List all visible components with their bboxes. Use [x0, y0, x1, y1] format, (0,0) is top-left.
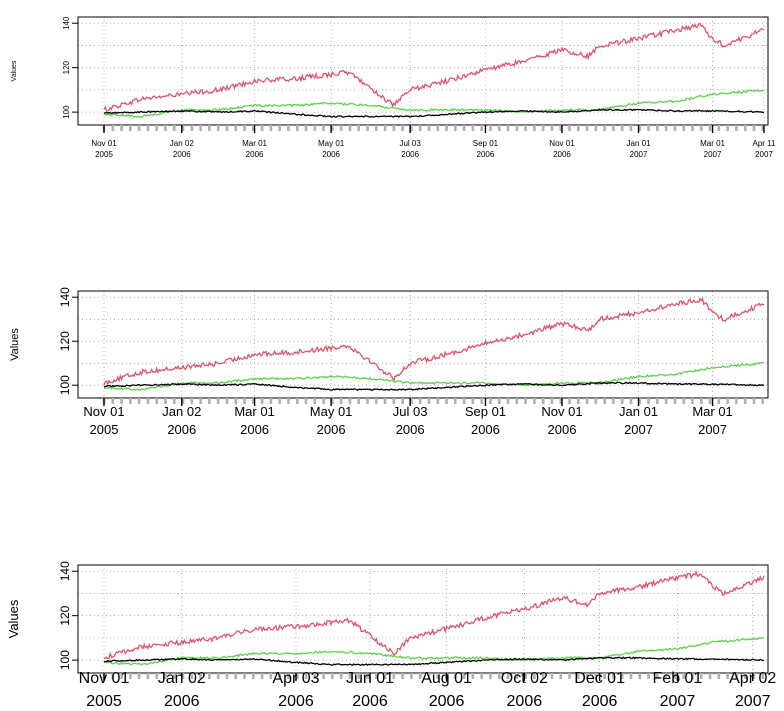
y-tick-label: 140: [58, 287, 72, 307]
x-tick-label-top: Jan 01: [619, 404, 658, 419]
x-tick-label-top: Dec 01: [574, 670, 625, 687]
series-line-3: [103, 108, 765, 118]
x-tick-label-bottom: 2005: [90, 422, 119, 437]
x-tick-label-top: Nov 01: [541, 404, 582, 419]
x-tick-label-bottom: 2005: [86, 693, 122, 710]
x-tick-label-top: Sep 01: [473, 139, 499, 148]
y-axis-label: Values: [9, 328, 21, 361]
series-line-1: [103, 297, 765, 386]
y-tick-label: 100: [58, 650, 72, 670]
x-tick-label-top: May 01: [310, 404, 353, 419]
x-tick-label-top: Mar 01: [692, 404, 732, 419]
series-line-3: [103, 381, 765, 392]
x-tick-label-bottom: 2006: [429, 693, 465, 710]
x-tick-label-bottom: 2006: [278, 693, 314, 710]
series-line-2: [103, 636, 765, 666]
x-tick-label-bottom: 2006: [548, 422, 577, 437]
x-tick-label-top: Jan 02: [162, 404, 201, 419]
x-tick-label-top: Jul 03: [399, 139, 421, 148]
plot-frame: [77, 16, 769, 126]
y-tick-label: 120: [58, 331, 72, 351]
plot-frame: [77, 564, 769, 674]
grid: [78, 565, 768, 673]
x-tick-label-bottom: 2007: [755, 150, 773, 159]
x-tick-label-top: Jul 03: [393, 404, 428, 419]
x-tick-label-bottom: 2007: [624, 422, 653, 437]
x-tick-label-top: Mar 01: [234, 404, 274, 419]
grid: [78, 291, 768, 398]
x-axis: Nov 01 2005 Jan 02 2006 Mar 01 2006 May 01 2006…: [83, 398, 765, 437]
x-tick-label-top: Nov 01: [91, 139, 117, 148]
x-tick-label-bottom: 2007: [704, 150, 722, 159]
x-tick-label-top: Jun 01: [346, 670, 394, 687]
chart-panel-2: 100 120 140 Values Nov 01 2005 Jan 02 2006 Mar 0…: [9, 287, 769, 437]
x-tick-label-bottom: 2006: [401, 150, 419, 159]
series-line-1: [103, 570, 765, 660]
chart-panel-1: 100 120 140 Values Nov 01 2005 Jan 02 2006 Mar 0…: [11, 16, 776, 159]
series-line-2: [103, 361, 765, 392]
y-tick-label: 140: [62, 16, 71, 30]
x-tick-label-bottom: 2006: [553, 150, 571, 159]
x-tick-label-top: Feb 01: [653, 670, 703, 687]
y-axis: 100 120 140: [62, 16, 78, 119]
series-line-3: [103, 656, 765, 667]
x-tick-label-bottom: 2006: [164, 693, 200, 710]
y-axis: 100 120 140: [58, 561, 78, 670]
x-tick-label-top: Sep 01: [465, 404, 506, 419]
x-tick-label-top: Mar 01: [700, 139, 725, 148]
y-tick-label: 120: [58, 605, 72, 625]
x-tick-label-top: Jan 02: [158, 670, 206, 687]
y-axis: 100 120 140: [58, 287, 78, 395]
x-axis: Nov 01 2005 Jan 02 2006 Mar 01 2006 May 01 2006…: [91, 125, 776, 159]
series-line-1: [103, 22, 765, 113]
x-tick-label-bottom: 2007: [660, 693, 696, 710]
grid: [78, 17, 768, 125]
x-tick-label-bottom: 2006: [173, 150, 191, 159]
x-tick-label-top: Jan 02: [170, 139, 195, 148]
x-tick-label-top: Mar 01: [242, 139, 267, 148]
x-tick-label-bottom: 2006: [396, 422, 425, 437]
x-tick-label-bottom: 2007: [698, 422, 727, 437]
chart-panel-3: 100 120 140 Values Nov 01 2005 Jan 02 2006 Apr 0…: [6, 561, 776, 710]
x-tick-label-bottom: 2005: [95, 150, 113, 159]
y-tick-label: 100: [62, 105, 71, 119]
x-tick-label-top: Oct 02: [501, 670, 548, 687]
x-axis: Nov 01 2005 Jan 02 2006 Apr 03 2006 Jun 01 2006…: [79, 670, 777, 710]
y-tick-label: 120: [62, 60, 71, 74]
x-tick-label-bottom: 2007: [735, 693, 771, 710]
x-tick-label-bottom: 2006: [477, 150, 495, 159]
y-axis-label: Values: [6, 599, 21, 638]
y-tick-label: 100: [58, 375, 72, 395]
x-tick-label-bottom: 2006: [507, 693, 543, 710]
x-tick-label-bottom: 2006: [246, 150, 264, 159]
x-tick-label-bottom: 2006: [322, 150, 340, 159]
x-tick-label-top: Nov 01: [83, 404, 124, 419]
x-tick-label-bottom: 2006: [317, 422, 346, 437]
x-tick-label-bottom: 2007: [630, 150, 648, 159]
x-tick-label-top: Nov 01: [549, 139, 575, 148]
y-axis-label: Values: [11, 60, 18, 81]
x-tick-label-top: Apr 02: [729, 670, 776, 687]
x-tick-label-top: Nov 01: [79, 670, 130, 687]
x-tick-label-bottom: 2006: [240, 422, 269, 437]
x-tick-label-bottom: 2006: [471, 422, 500, 437]
x-tick-label-top: Apr 03: [272, 670, 319, 687]
x-tick-label-top: Jan 01: [627, 139, 652, 148]
x-tick-label-bottom: 2006: [582, 693, 618, 710]
x-tick-label-bottom: 2006: [167, 422, 196, 437]
x-tick-label-top: May 01: [318, 139, 345, 148]
plot-frame: [77, 290, 769, 399]
x-tick-label-bottom: 2006: [352, 693, 388, 710]
series-line-2: [103, 89, 765, 118]
x-tick-label-top: Apr 11: [753, 139, 777, 148]
x-tick-label-top: Aug 01: [421, 670, 472, 687]
y-tick-label: 140: [58, 561, 72, 581]
